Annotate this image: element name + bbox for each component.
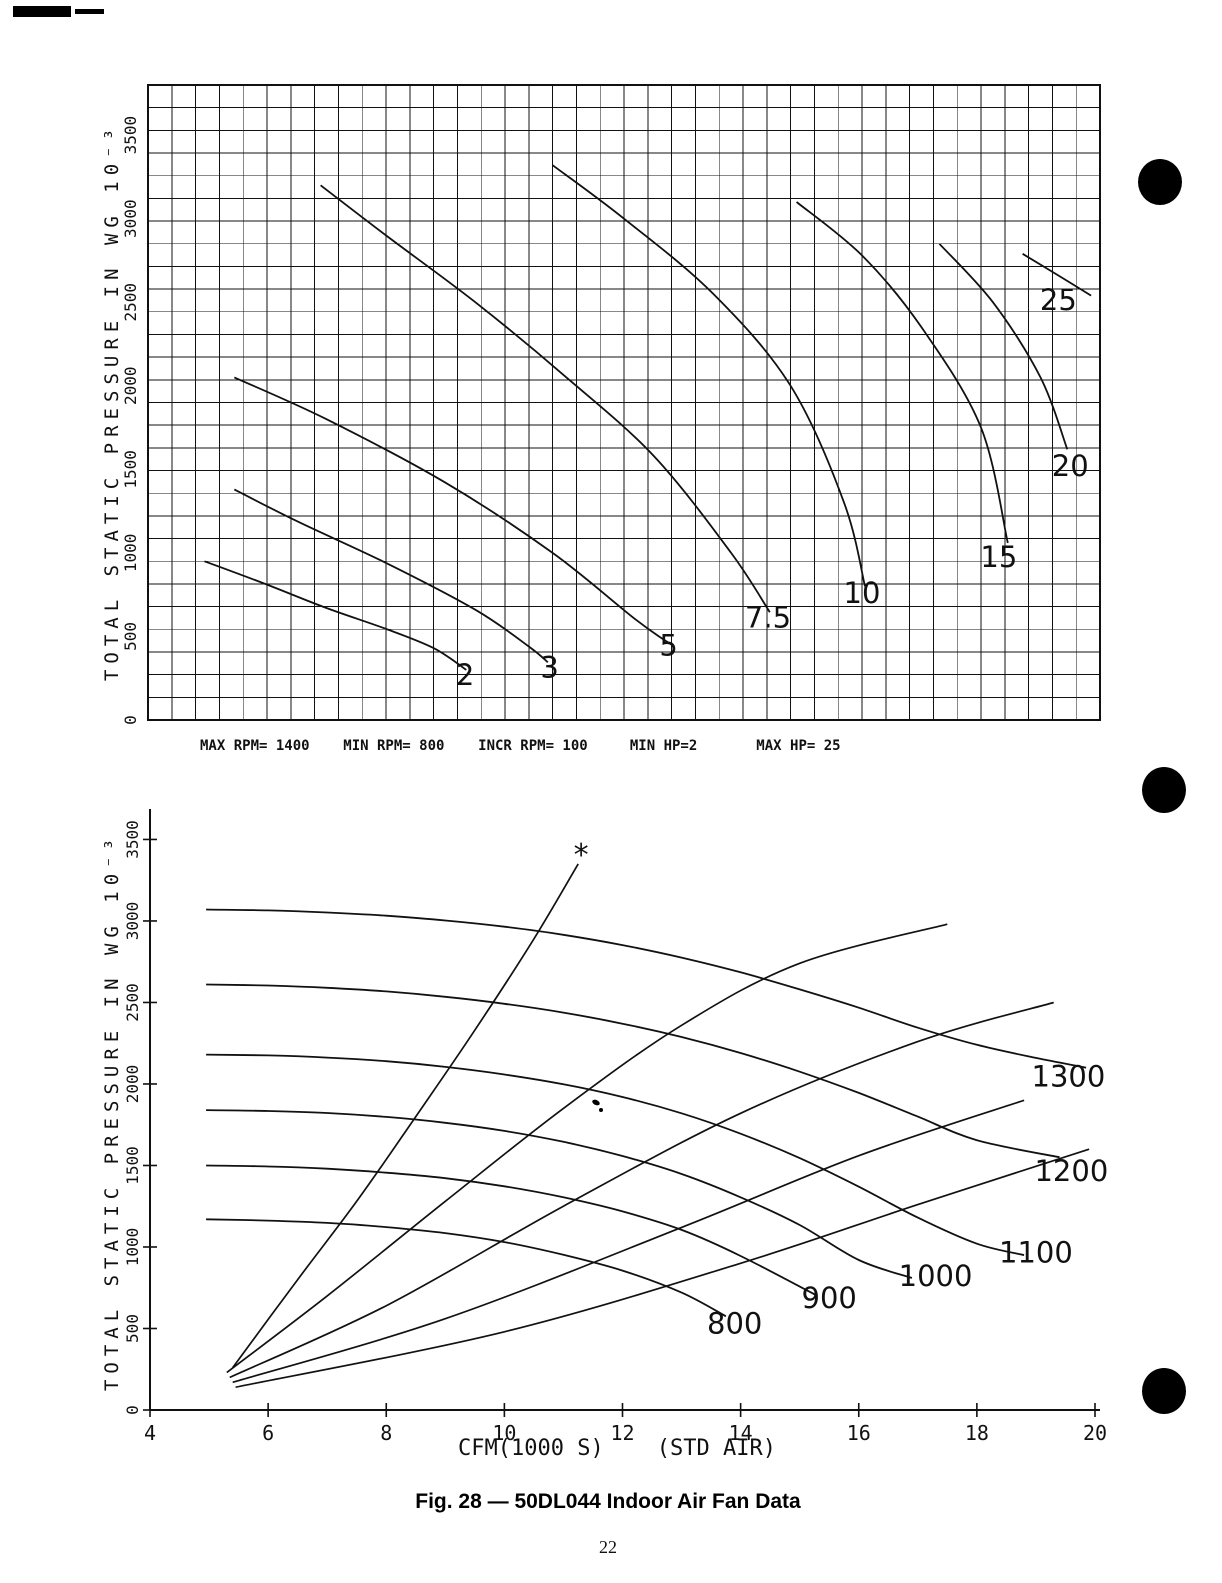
15-hp-curve xyxy=(796,201,1009,544)
y-tick-label: 2000 xyxy=(123,1065,142,1104)
y-tick-label: 2500 xyxy=(121,283,140,322)
y-tick-label: 1500 xyxy=(123,1146,142,1185)
curve-label-1100: 1100 xyxy=(999,1235,1073,1269)
1100-rpm-curve xyxy=(206,1053,1025,1256)
curve-label-900: 900 xyxy=(802,1281,857,1315)
y-tick-label: 1000 xyxy=(121,534,140,573)
unlabeled-line-1 xyxy=(226,923,948,1374)
y-tick-label: 3500 xyxy=(123,820,142,859)
1000-rpm-curve xyxy=(206,1109,913,1279)
y-tick-label: 3000 xyxy=(121,199,140,238)
1300-rpm-curve xyxy=(206,908,1087,1069)
unlabeled-line-3 xyxy=(232,1099,1025,1384)
asterisk-marker: * xyxy=(574,838,589,873)
plot-border xyxy=(147,84,1101,721)
curve-label-15: 15 xyxy=(980,540,1017,574)
y-tick-label: 0 xyxy=(121,715,140,725)
x-axis-label-bottom-chart: CFM(1000 S) (STD AIR) xyxy=(458,1436,776,1461)
curve-label-20: 20 xyxy=(1052,449,1089,483)
scan-artifact-dot xyxy=(599,1108,603,1112)
unlabeled-line-4 xyxy=(235,1148,1090,1389)
curve-label-1300: 1300 xyxy=(1032,1059,1106,1093)
x-tick-label: 20 xyxy=(1083,1421,1107,1445)
surge-line xyxy=(232,863,579,1369)
x-tick-label: 4 xyxy=(144,1421,156,1445)
fan-parameters-line: MAX RPM= 1400 MIN RPM= 800 INCR RPM= 100… xyxy=(200,738,841,754)
2-hp-curve xyxy=(204,560,467,671)
page-number: 22 xyxy=(599,1537,617,1557)
y-tick-label: 500 xyxy=(123,1314,142,1343)
900-rpm-curve xyxy=(206,1164,818,1297)
7.5-hp-curve xyxy=(320,184,771,613)
x-tick-label: 14 xyxy=(729,1421,753,1445)
y-tick-label: 2500 xyxy=(123,983,142,1022)
25-hp-curve xyxy=(1022,253,1092,297)
figure-caption: Fig. 28 — 50DL044 Indoor Air Fan Data xyxy=(415,1490,801,1513)
curve-label-5: 5 xyxy=(659,629,677,663)
x-tick-label: 10 xyxy=(492,1421,516,1445)
1200-rpm-curve xyxy=(206,983,1060,1159)
curve-label-2: 2 xyxy=(456,658,474,692)
x-tick-label: 8 xyxy=(380,1421,392,1445)
y-tick-label: 500 xyxy=(121,622,140,651)
scan-mark-bar xyxy=(13,6,71,17)
curve-label-1200: 1200 xyxy=(1034,1154,1108,1188)
grid xyxy=(147,84,1101,721)
hole-punch-dot xyxy=(1142,767,1186,813)
curve-label-800: 800 xyxy=(707,1306,762,1340)
curve-label-25: 25 xyxy=(1040,283,1077,317)
curve-label-7.5: 7.5 xyxy=(745,600,791,634)
800-rpm-curve xyxy=(206,1218,727,1318)
hole-punch-dot xyxy=(1138,159,1182,205)
y-tick-label: 3000 xyxy=(123,902,142,941)
x-tick-label: 12 xyxy=(610,1421,634,1445)
y-tick-label: 3500 xyxy=(121,116,140,155)
hole-punch-dot xyxy=(1142,1368,1186,1414)
y-tick-label: 0 xyxy=(123,1405,142,1415)
unlabeled-line-2 xyxy=(229,1001,1054,1379)
y-tick-label: 1000 xyxy=(123,1228,142,1267)
3-hp-curve xyxy=(233,488,549,663)
scan-mark-bar xyxy=(75,9,104,14)
rpm-fan-curve-chart: 0 500 1000 1500 2000 2500 3000 3500 4 6 8 10 12 14 16 1… xyxy=(123,809,1108,1445)
x-tick-label: 16 xyxy=(847,1421,871,1445)
curve-label-10: 10 xyxy=(844,576,881,610)
x-tick-label: 6 xyxy=(262,1421,274,1445)
x-tick-label: 18 xyxy=(965,1421,989,1445)
10-hp-curve xyxy=(552,164,866,587)
curve-label-3: 3 xyxy=(540,650,558,684)
y-tick-label: 1500 xyxy=(121,450,140,489)
20-hp-curve xyxy=(938,243,1069,450)
brake-horsepower-chart: 0 500 1000 1500 2000 2500 3000 3500 2 3 5 7.5 10 15 20… xyxy=(121,84,1101,725)
curve-label-1000: 1000 xyxy=(899,1259,973,1293)
5-hp-curve xyxy=(233,376,674,647)
y-tick-label: 2000 xyxy=(121,367,140,406)
